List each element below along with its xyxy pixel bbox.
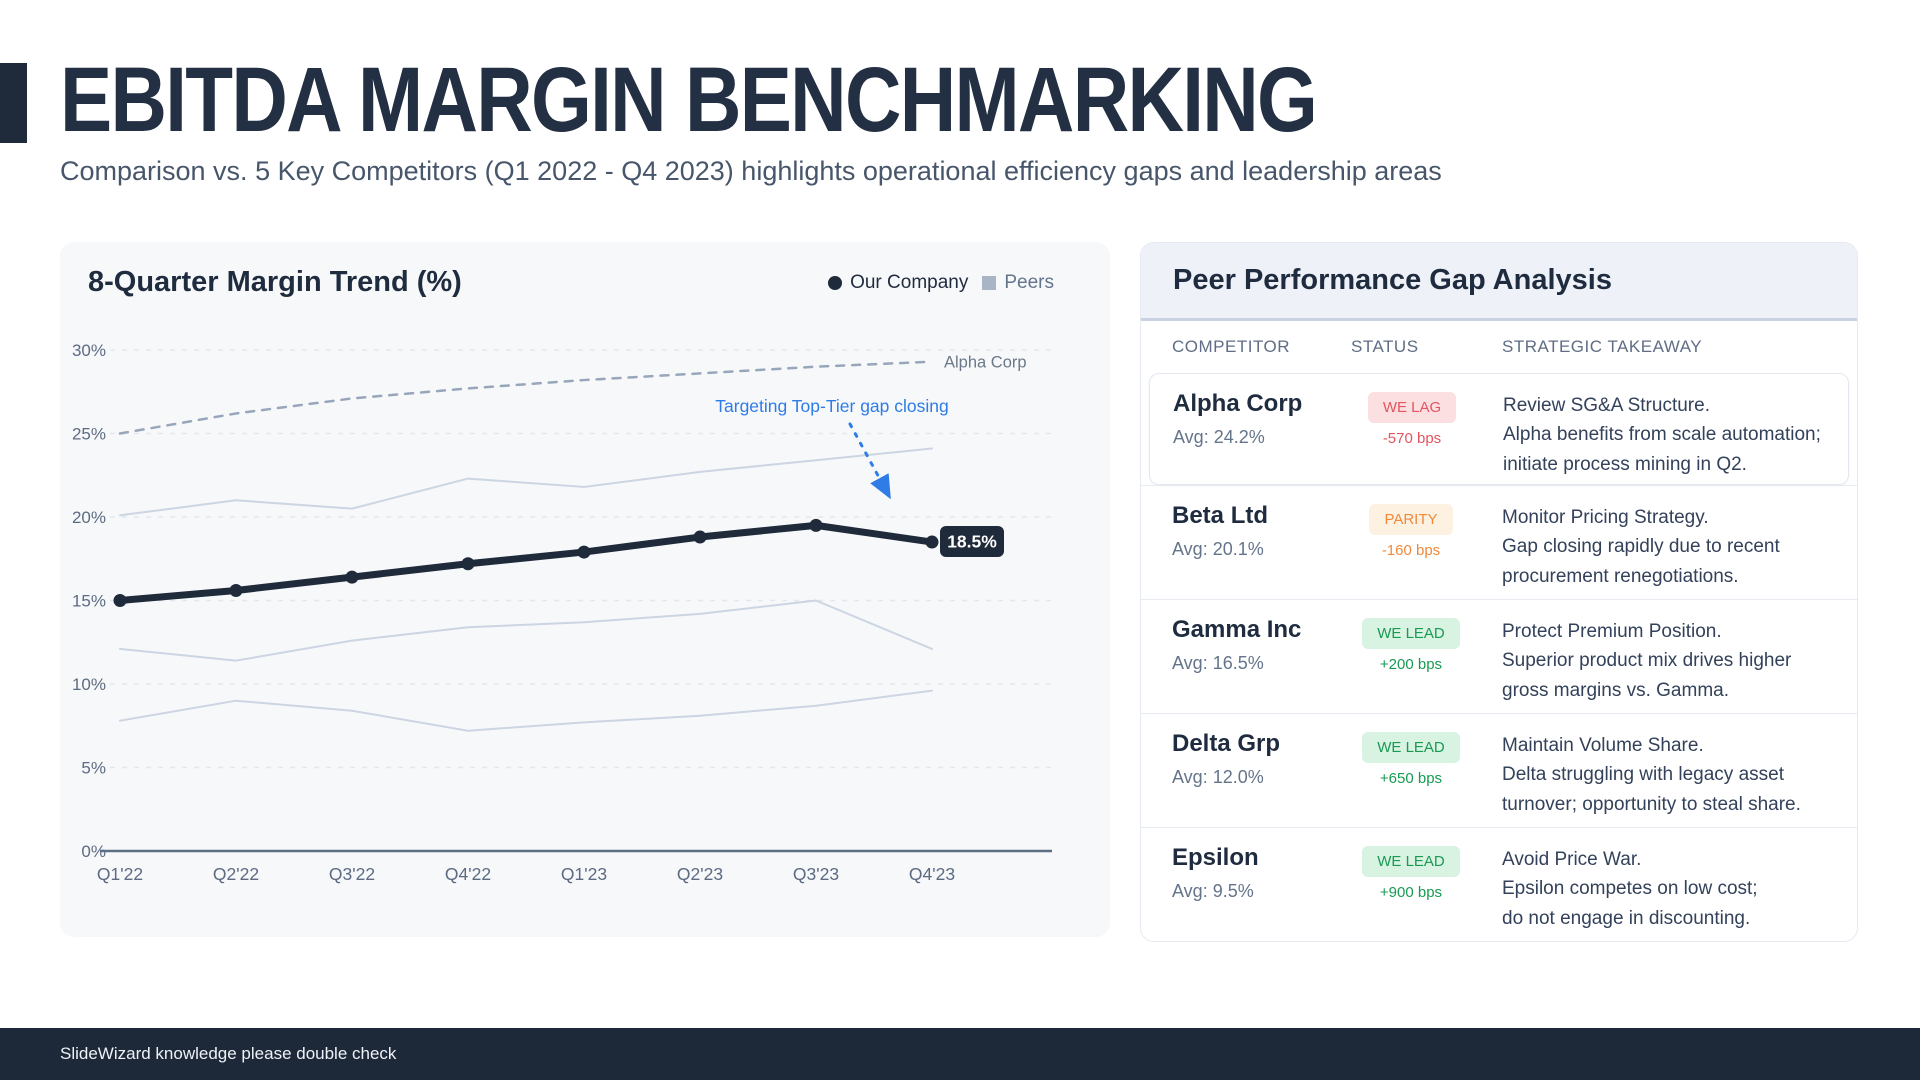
footer-text: SlideWizard knowledge please double chec… bbox=[60, 1044, 397, 1063]
gap-row-delta-grp: Delta Grp Avg: 12.0% WE LEAD +650 bps Mainta… bbox=[1141, 713, 1857, 827]
competitor-cell: Gamma Inc Avg: 16.5% bbox=[1172, 616, 1351, 674]
status-badge: WE LEAD bbox=[1362, 618, 1460, 649]
competitor-name: Gamma Inc bbox=[1172, 616, 1302, 643]
competitor-name: Delta Grp bbox=[1172, 730, 1281, 757]
competitor-name: Beta Ltd bbox=[1172, 502, 1268, 529]
svg-text:Q4'22: Q4'22 bbox=[445, 864, 491, 884]
svg-text:Q1'23: Q1'23 bbox=[561, 864, 607, 884]
takeaway-text: Monitor Pricing Strategy. Gap closing rap… bbox=[1502, 507, 1780, 587]
svg-text:Targeting Top-Tier gap closing: Targeting Top-Tier gap closing bbox=[715, 396, 948, 416]
status-badge: PARITY bbox=[1369, 504, 1453, 535]
svg-text:5%: 5% bbox=[81, 759, 106, 778]
svg-text:Q3'23: Q3'23 bbox=[793, 864, 839, 884]
takeaway-text: Protect Premium Position. Superior produc… bbox=[1502, 621, 1792, 701]
legend-dot-icon bbox=[828, 276, 843, 290]
svg-text:20%: 20% bbox=[72, 508, 106, 527]
takeaway-text: Avoid Price War. Epsilon competes on low … bbox=[1502, 849, 1758, 929]
competitor-cell: Alpha Corp Avg: 24.2% bbox=[1173, 390, 1352, 448]
gap-table-body: Alpha Corp Avg: 24.2% WE LAG -570 bps Review… bbox=[1141, 373, 1857, 941]
svg-text:25%: 25% bbox=[72, 425, 106, 444]
competitor-avg: Avg: 9.5% bbox=[1172, 881, 1254, 901]
title-accent-bar bbox=[0, 63, 27, 143]
status-badge: WE LEAD bbox=[1362, 846, 1460, 877]
gap-row-gamma-inc: Gamma Inc Avg: 16.5% WE LEAD +200 bps Protec… bbox=[1141, 599, 1857, 713]
svg-text:Q2'23: Q2'23 bbox=[677, 864, 723, 884]
status-cell: WE LEAD +900 bps bbox=[1351, 846, 1471, 901]
status-bps: +650 bps bbox=[1379, 770, 1443, 787]
status-bps: -160 bps bbox=[1381, 542, 1441, 559]
status-cell: WE LEAD +200 bps bbox=[1351, 618, 1471, 673]
column-header-competitor: COMPETITOR bbox=[1172, 337, 1291, 356]
gap-panel-title: Peer Performance Gap Analysis bbox=[1173, 264, 1612, 296]
svg-text:10%: 10% bbox=[72, 675, 106, 694]
takeaway-text: Maintain Volume Share. Delta struggling w… bbox=[1502, 735, 1801, 815]
gap-row-beta-ltd: Beta Ltd Avg: 20.1% PARITY -160 bps Monitor … bbox=[1141, 485, 1857, 599]
chart-title: 8-Quarter Margin Trend (%) bbox=[88, 266, 462, 298]
status-badge: WE LEAD bbox=[1362, 732, 1460, 763]
gap-table-column-headers: COMPETITOR STATUS STRATEGIC TAKEAWAY bbox=[1141, 321, 1857, 373]
status-cell: WE LAG -570 bps bbox=[1352, 392, 1472, 447]
gap-analysis-panel: Peer Performance Gap Analysis COMPETITOR… bbox=[1140, 242, 1858, 942]
page-subtitle: Comparison vs. 5 Key Competitors (Q1 202… bbox=[60, 156, 1442, 186]
takeaway-text: Review SG&A Structure. Alpha benefits fro… bbox=[1503, 395, 1821, 475]
chart-legend: Our Company Peers bbox=[828, 272, 1054, 294]
status-bps: +900 bps bbox=[1379, 884, 1443, 901]
page-title: EBITDA MARGIN BENCHMARKING bbox=[60, 49, 1318, 151]
competitor-cell: Delta Grp Avg: 12.0% bbox=[1172, 730, 1351, 788]
legend-item-peers: Peers bbox=[982, 272, 1054, 294]
svg-text:Q4'23: Q4'23 bbox=[909, 864, 955, 884]
svg-text:Q3'22: Q3'22 bbox=[329, 864, 375, 884]
legend-label: Our Company bbox=[850, 272, 969, 293]
competitor-avg: Avg: 20.1% bbox=[1172, 539, 1264, 559]
legend-label: Peers bbox=[1004, 272, 1054, 293]
status-cell: WE LEAD +650 bps bbox=[1351, 732, 1471, 787]
competitor-cell: Epsilon Avg: 9.5% bbox=[1172, 844, 1351, 902]
status-bps: -570 bps bbox=[1382, 430, 1442, 447]
gap-row-alpha-corp: Alpha Corp Avg: 24.2% WE LAG -570 bps Review… bbox=[1149, 373, 1849, 485]
gap-panel-header: Peer Performance Gap Analysis bbox=[1141, 243, 1857, 321]
svg-text:15%: 15% bbox=[72, 592, 106, 611]
status-cell: PARITY -160 bps bbox=[1351, 504, 1471, 559]
status-badge: WE LAG bbox=[1367, 392, 1457, 423]
column-header-takeaway: STRATEGIC TAKEAWAY bbox=[1502, 337, 1703, 356]
competitor-avg: Avg: 16.5% bbox=[1172, 653, 1264, 673]
svg-text:30%: 30% bbox=[72, 341, 106, 360]
competitor-cell: Beta Ltd Avg: 20.1% bbox=[1172, 502, 1351, 560]
footer-bar: SlideWizard knowledge please double chec… bbox=[0, 1028, 1920, 1080]
svg-text:Alpha Corp: Alpha Corp bbox=[944, 354, 1027, 372]
competitor-avg: Avg: 24.2% bbox=[1173, 427, 1265, 447]
gap-row-epsilon: Epsilon Avg: 9.5% WE LEAD +900 bps Avoid Pri… bbox=[1141, 827, 1857, 941]
margin-trend-panel: 0% 5% 10% 15% 20% 25% 30% Q1'22 Q2'22 Q3'22 Q4'22 Q… bbox=[60, 242, 1110, 937]
margin-trend-chart: 0% 5% 10% 15% 20% 25% 30% Q1'22 Q2'22 Q3'22 Q4'22 Q… bbox=[72, 341, 1052, 884]
competitor-name: Alpha Corp bbox=[1173, 390, 1303, 417]
legend-square-icon bbox=[982, 276, 997, 290]
competitor-name: Epsilon bbox=[1172, 844, 1259, 871]
status-bps: +200 bps bbox=[1379, 656, 1443, 673]
legend-item-our-company: Our Company bbox=[828, 272, 968, 294]
svg-text:0%: 0% bbox=[81, 842, 106, 861]
column-header-status: STATUS bbox=[1351, 337, 1419, 356]
svg-text:18.5%: 18.5% bbox=[947, 532, 997, 552]
svg-text:Q2'22: Q2'22 bbox=[213, 864, 259, 884]
competitor-avg: Avg: 12.0% bbox=[1172, 767, 1264, 787]
svg-text:Q1'22: Q1'22 bbox=[97, 864, 143, 884]
